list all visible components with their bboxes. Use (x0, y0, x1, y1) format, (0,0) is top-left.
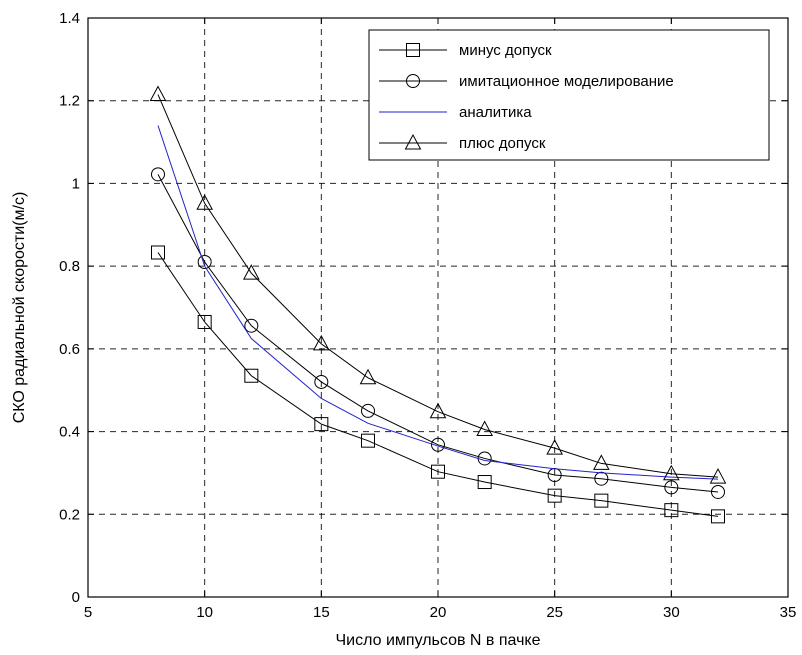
data-point (711, 484, 725, 499)
series-0 (151, 245, 725, 524)
legend: минус допуск имитационное моделирование ан… (368, 29, 770, 161)
series-line (157, 252, 719, 517)
series-line (157, 94, 719, 478)
data-point (361, 433, 375, 448)
x-tick-label: 25 (546, 604, 563, 621)
y-tick-label: 0.8 (59, 258, 80, 275)
y-tick-label: 1.4 (59, 10, 80, 27)
y-tick-label: 0.4 (59, 424, 80, 441)
data-point (711, 509, 725, 524)
data-point (664, 480, 679, 495)
data-point (359, 368, 377, 385)
data-point (314, 417, 329, 432)
legend-box (368, 29, 770, 161)
data-point (197, 314, 212, 329)
legend-marker (406, 43, 420, 57)
series-2 (157, 125, 719, 480)
data-point (594, 471, 609, 486)
x-tick-label: 10 (196, 604, 213, 621)
data-point (662, 464, 680, 481)
y-tick-label: 0.6 (59, 341, 80, 358)
data-point (149, 85, 167, 102)
series-line (157, 125, 719, 480)
legend-entry: плюс допуск (379, 133, 546, 152)
data-point (196, 194, 214, 210)
data-point (709, 468, 727, 484)
legend-label: минус допуск (459, 42, 552, 59)
data-point (244, 318, 259, 333)
series-1 (151, 167, 725, 499)
ticks: 5 10 15 20 25 30 35 0 0.2 0.4 0.6 0.8 1 1.2 1.4 (59, 10, 796, 621)
data-point (476, 420, 494, 437)
data-point (477, 475, 492, 490)
data-point (664, 503, 679, 518)
x-tick-label: 5 (84, 604, 92, 621)
data-point (592, 454, 610, 470)
data-point (197, 255, 212, 270)
x-tick-label: 30 (663, 604, 680, 621)
data-point (431, 437, 445, 452)
legend-label: аналитика (459, 104, 532, 121)
y-tick-label: 0 (72, 589, 80, 606)
series-layer (149, 85, 727, 524)
x-axis-label: Число импульсов N в пачке (336, 632, 541, 649)
series-3 (149, 85, 727, 484)
data-point (244, 368, 259, 383)
y-tick-label: 0.2 (59, 506, 80, 523)
data-point (312, 334, 330, 351)
data-point (151, 167, 165, 182)
data-point (151, 245, 165, 260)
legend-marker (406, 74, 420, 88)
legend-entry: минус допуск (379, 42, 552, 59)
data-point (242, 264, 260, 280)
data-point (361, 403, 375, 418)
x-tick-label: 15 (313, 604, 330, 621)
y-axis-label: СКО радиальной скорости(м/с) (11, 192, 28, 424)
legend-label: плюс допуск (459, 135, 546, 152)
data-point (594, 493, 609, 508)
legend-marker (404, 133, 422, 150)
x-tick-label: 20 (430, 604, 447, 621)
data-point (546, 439, 564, 455)
y-tick-label: 1.2 (59, 93, 80, 110)
data-point (547, 488, 562, 503)
data-point (314, 374, 329, 389)
data-point (431, 464, 445, 479)
data-point (429, 402, 447, 419)
legend-entry: имитационное моделирование (379, 73, 674, 90)
series-line (157, 174, 719, 493)
legend-entry: аналитика (379, 104, 532, 121)
y-tick-label: 1 (72, 175, 80, 192)
legend-label: имитационное моделирование (459, 73, 674, 90)
x-tick-label: 35 (780, 604, 797, 621)
